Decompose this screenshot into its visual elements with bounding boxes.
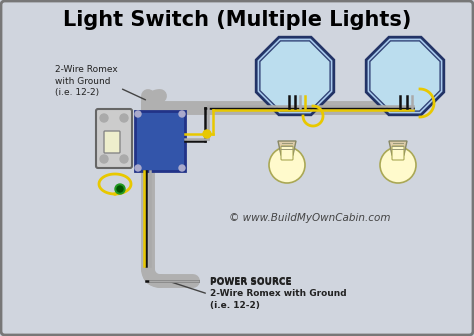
Text: POWER SOURCE: POWER SOURCE	[210, 277, 292, 286]
FancyBboxPatch shape	[392, 146, 404, 160]
Circle shape	[179, 165, 185, 171]
Circle shape	[120, 155, 128, 163]
Circle shape	[135, 165, 141, 171]
FancyBboxPatch shape	[104, 131, 120, 153]
Polygon shape	[389, 141, 407, 155]
Circle shape	[120, 114, 128, 122]
Polygon shape	[278, 141, 296, 155]
FancyBboxPatch shape	[96, 109, 132, 168]
Circle shape	[380, 147, 416, 183]
Polygon shape	[370, 41, 440, 111]
Polygon shape	[366, 37, 444, 115]
Text: Light Switch (Multiple Lights): Light Switch (Multiple Lights)	[63, 10, 411, 30]
Polygon shape	[260, 41, 330, 111]
Circle shape	[135, 111, 141, 117]
Circle shape	[117, 186, 123, 192]
Circle shape	[203, 130, 211, 138]
Text: 2-Wire Romex
with Ground
(i.e. 12-2): 2-Wire Romex with Ground (i.e. 12-2)	[55, 65, 118, 97]
Circle shape	[115, 184, 125, 194]
FancyBboxPatch shape	[281, 146, 293, 160]
Text: POWER SOURCE
2-Wire Romex with Ground
(i.e. 12-2): POWER SOURCE 2-Wire Romex with Ground (i…	[210, 278, 346, 310]
Text: © www.BuildMyOwnCabin.com: © www.BuildMyOwnCabin.com	[229, 213, 391, 223]
Circle shape	[100, 155, 108, 163]
Circle shape	[269, 147, 305, 183]
FancyBboxPatch shape	[135, 111, 185, 171]
Polygon shape	[256, 37, 334, 115]
Circle shape	[179, 111, 185, 117]
Circle shape	[100, 114, 108, 122]
